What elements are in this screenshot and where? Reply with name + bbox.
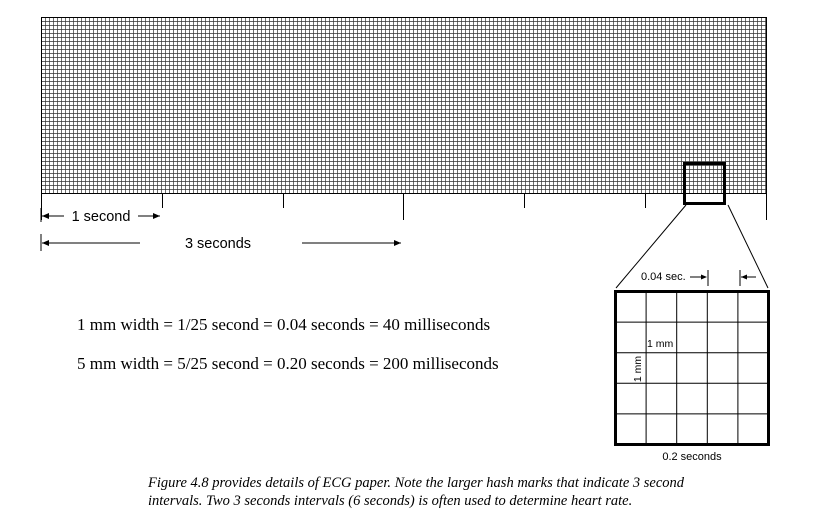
small-box-time-label: 0.04 sec.: [641, 271, 686, 283]
equation-5mm: 5 mm width = 5/25 second = 0.20 seconds …: [77, 354, 499, 373]
figure-caption-line-1: Figure 4.8 provides details of ECG paper…: [148, 475, 685, 491]
zoomed-grid-lines: [615, 291, 769, 445]
equation-1mm: 1 mm width = 1/25 second = 0.04 seconds …: [77, 315, 490, 334]
three-seconds-marker: [40, 234, 401, 251]
zoomed-box: [614, 290, 770, 446]
one-mm-vertical-label: 1 mm: [632, 356, 644, 383]
figure-caption-line-2: intervals. Two 3 seconds intervals (6 se…: [148, 493, 633, 509]
ecg-grid-lines: [41, 17, 766, 194]
highlighted-grid-square: [683, 162, 726, 205]
three-seconds-label: 3 seconds: [185, 236, 251, 252]
zoom-line-right: [727, 204, 769, 289]
zoomed-box-border: [614, 290, 770, 446]
ecg-grid-strip: [41, 17, 767, 194]
one-second-label: 1 second: [72, 209, 131, 225]
small-box-arrows: [690, 270, 756, 286]
one-second-marker: [40, 208, 160, 222]
one-mm-horizontal-label: 1 mm: [647, 338, 674, 350]
zoom-line-left: [615, 204, 687, 289]
big-box-time-label: 0.2 seconds: [662, 451, 722, 463]
